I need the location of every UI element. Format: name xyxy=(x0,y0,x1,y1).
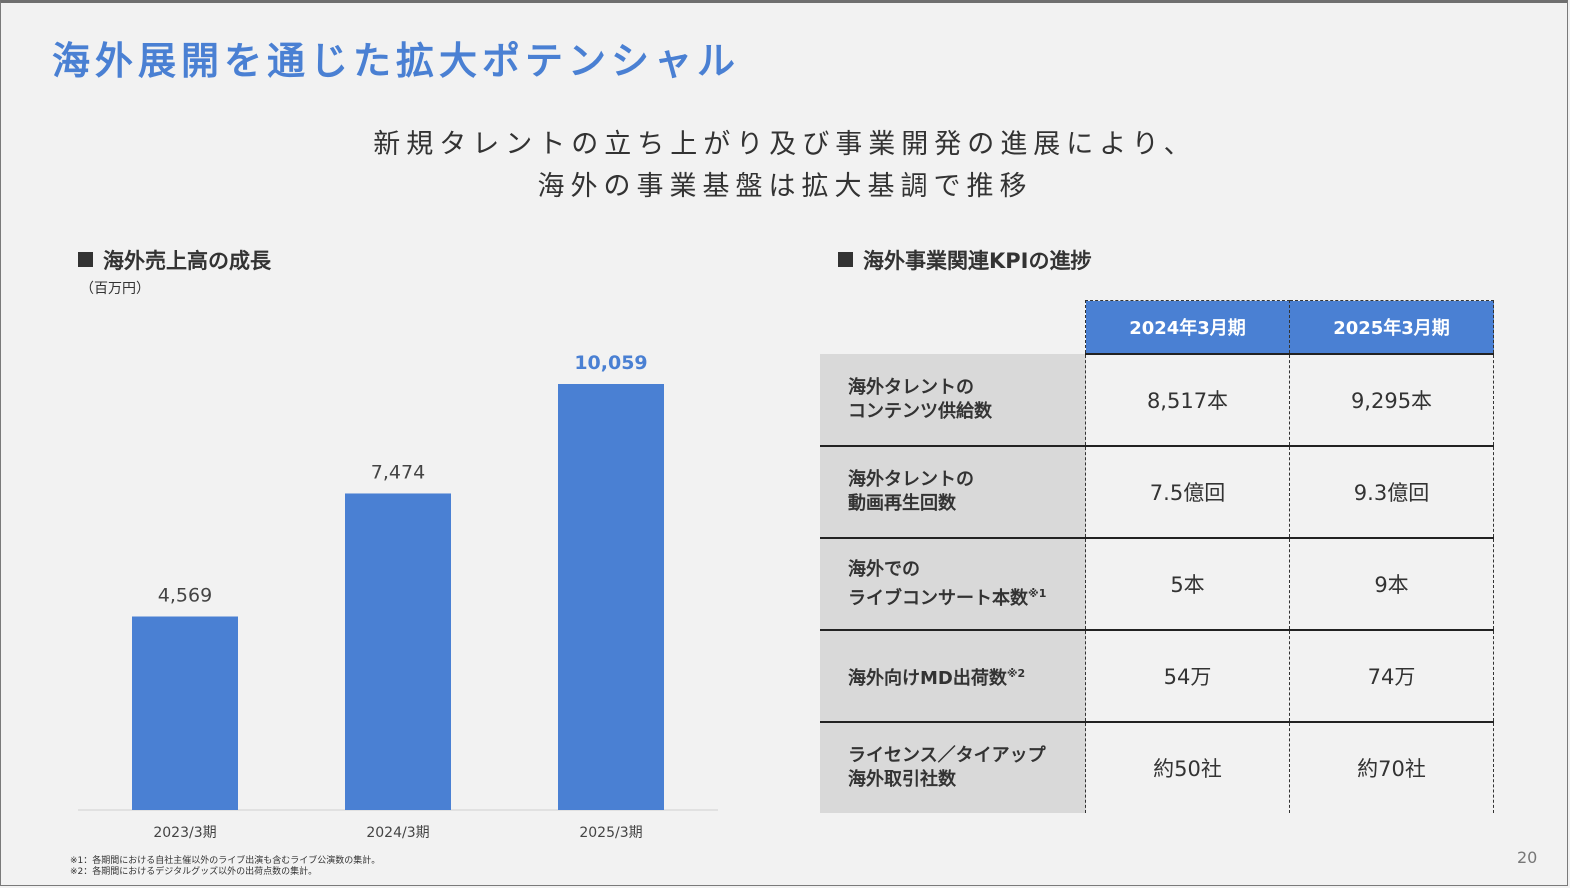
unit-label: （百万円） xyxy=(80,281,150,297)
sales-bar-chart: 4,569 2023/3期 7,474 2024/3期 10,059 2025/3期 xyxy=(78,352,718,841)
kpi-col-header-2024: 2024年3月期 xyxy=(1085,300,1290,355)
kpi-label-line: 海外取引社数 xyxy=(848,769,956,790)
x-tick-label: 2025/3期 xyxy=(579,825,642,841)
footnote-marker: ※2 xyxy=(1006,666,1026,680)
data-label-2025/3期: 10,059 xyxy=(574,352,647,374)
kpi-table: 2024年3月期 2025年3月期 海外タレントの コンテンツ供給数 8,517本… xyxy=(820,300,1494,813)
footnote-marker: ※1 xyxy=(1028,586,1047,600)
table-row: ライセンス／タイアップ 海外取引社数 約50社 約70社 xyxy=(820,722,1494,813)
kpi-heading-text: 海外事業関連KPIの進捗 xyxy=(863,249,1092,273)
slide-title: 海外展開を通じた拡大ポテンシャル xyxy=(52,39,741,83)
kpi-label-line: 海外での xyxy=(848,558,920,580)
kpi-row-label: 海外向けMD出荷数※2 xyxy=(820,630,1086,723)
table-row: 海外タレントの 動画再生回数 7.5億回 9.3億回 xyxy=(820,446,1494,539)
kpi-value-2024: 54万 xyxy=(1085,630,1290,723)
table-row: 海外向けMD出荷数※2 54万 74万 xyxy=(820,630,1494,723)
sales-section-heading: 海外売上高の成長 xyxy=(78,245,271,275)
x-tick-label: 2024/3期 xyxy=(366,825,429,841)
subtitle-line-1: 新規タレントの立ち上がり及び事業開発の進展により、 xyxy=(373,129,1197,160)
kpi-header-blank xyxy=(820,301,1086,355)
kpi-label-line: 動画再生回数 xyxy=(848,493,956,514)
kpi-value-2024: 約50社 xyxy=(1085,722,1290,813)
page-number: 20 xyxy=(1517,848,1538,867)
kpi-label-line: 海外向けMD出荷数 xyxy=(848,667,1007,689)
kpi-col-header-2025: 2025年3月期 xyxy=(1289,300,1494,355)
kpi-row-label: ライセンス／タイアップ 海外取引社数 xyxy=(820,722,1086,813)
square-bullet-icon xyxy=(838,252,853,267)
bar-2024/3期 xyxy=(345,493,451,810)
kpi-label-line: ライブコンサート本数 xyxy=(848,587,1028,609)
kpi-value-2024: 5本 xyxy=(1085,538,1290,631)
kpi-header-row: 2024年3月期 2025年3月期 xyxy=(820,300,1494,355)
bar-2025/3期 xyxy=(558,384,664,810)
bar-2023/3期 xyxy=(132,616,238,810)
kpi-value-2025: 9本 xyxy=(1289,538,1494,631)
x-tick-label: 2023/3期 xyxy=(153,825,216,841)
square-bullet-icon xyxy=(78,252,93,267)
data-label-2024/3期: 7,474 xyxy=(371,461,425,483)
kpi-label-line: 海外タレントの xyxy=(848,376,974,398)
kpi-value-2025: 74万 xyxy=(1289,630,1494,723)
kpi-label-line: 海外タレントの xyxy=(848,469,974,490)
subtitle-line-2: 海外の事業基盤は拡大基調で推移 xyxy=(537,171,1033,202)
sales-heading-text: 海外売上高の成長 xyxy=(103,249,271,273)
kpi-value-2024: 8,517本 xyxy=(1085,354,1290,447)
kpi-value-2025: 約70社 xyxy=(1289,722,1494,813)
kpi-value-2025: 9,295本 xyxy=(1289,354,1494,447)
table-row: 海外タレントの コンテンツ供給数 8,517本 9,295本 xyxy=(820,354,1494,447)
kpi-row-label: 海外タレントの コンテンツ供給数 xyxy=(820,354,1086,447)
footnotes: ※1：各期間における自社主催以外のライブ出演も含むライブ公演数の集計。 ※2：各… xyxy=(70,856,380,878)
kpi-value-2025: 9.3億回 xyxy=(1289,446,1494,539)
kpi-section-heading: 海外事業関連KPIの進捗 xyxy=(838,245,1091,275)
footnote-1: ※1：各期間における自社主催以外のライブ出演も含むライブ公演数の集計。 xyxy=(70,856,381,866)
table-row: 海外でのライブコンサート本数※1 5本 9本 xyxy=(820,538,1494,631)
data-label-2023/3期: 4,569 xyxy=(158,585,212,607)
subtitle: 新規タレントの立ち上がり及び事業開発の進展により、 海外の事業基盤は拡大基調で推… xyxy=(0,124,1570,208)
kpi-row-label: 海外でのライブコンサート本数※1 xyxy=(820,538,1086,631)
kpi-value-2024: 7.5億回 xyxy=(1085,446,1290,539)
kpi-label-line: ライセンス／タイアップ xyxy=(848,745,1046,766)
footnote-2: ※2：各期間におけるデジタルグッズ以外の出荷点数の集計。 xyxy=(70,867,318,877)
kpi-label-line: コンテンツ供給数 xyxy=(848,400,992,422)
kpi-row-label: 海外タレントの 動画再生回数 xyxy=(820,446,1086,539)
